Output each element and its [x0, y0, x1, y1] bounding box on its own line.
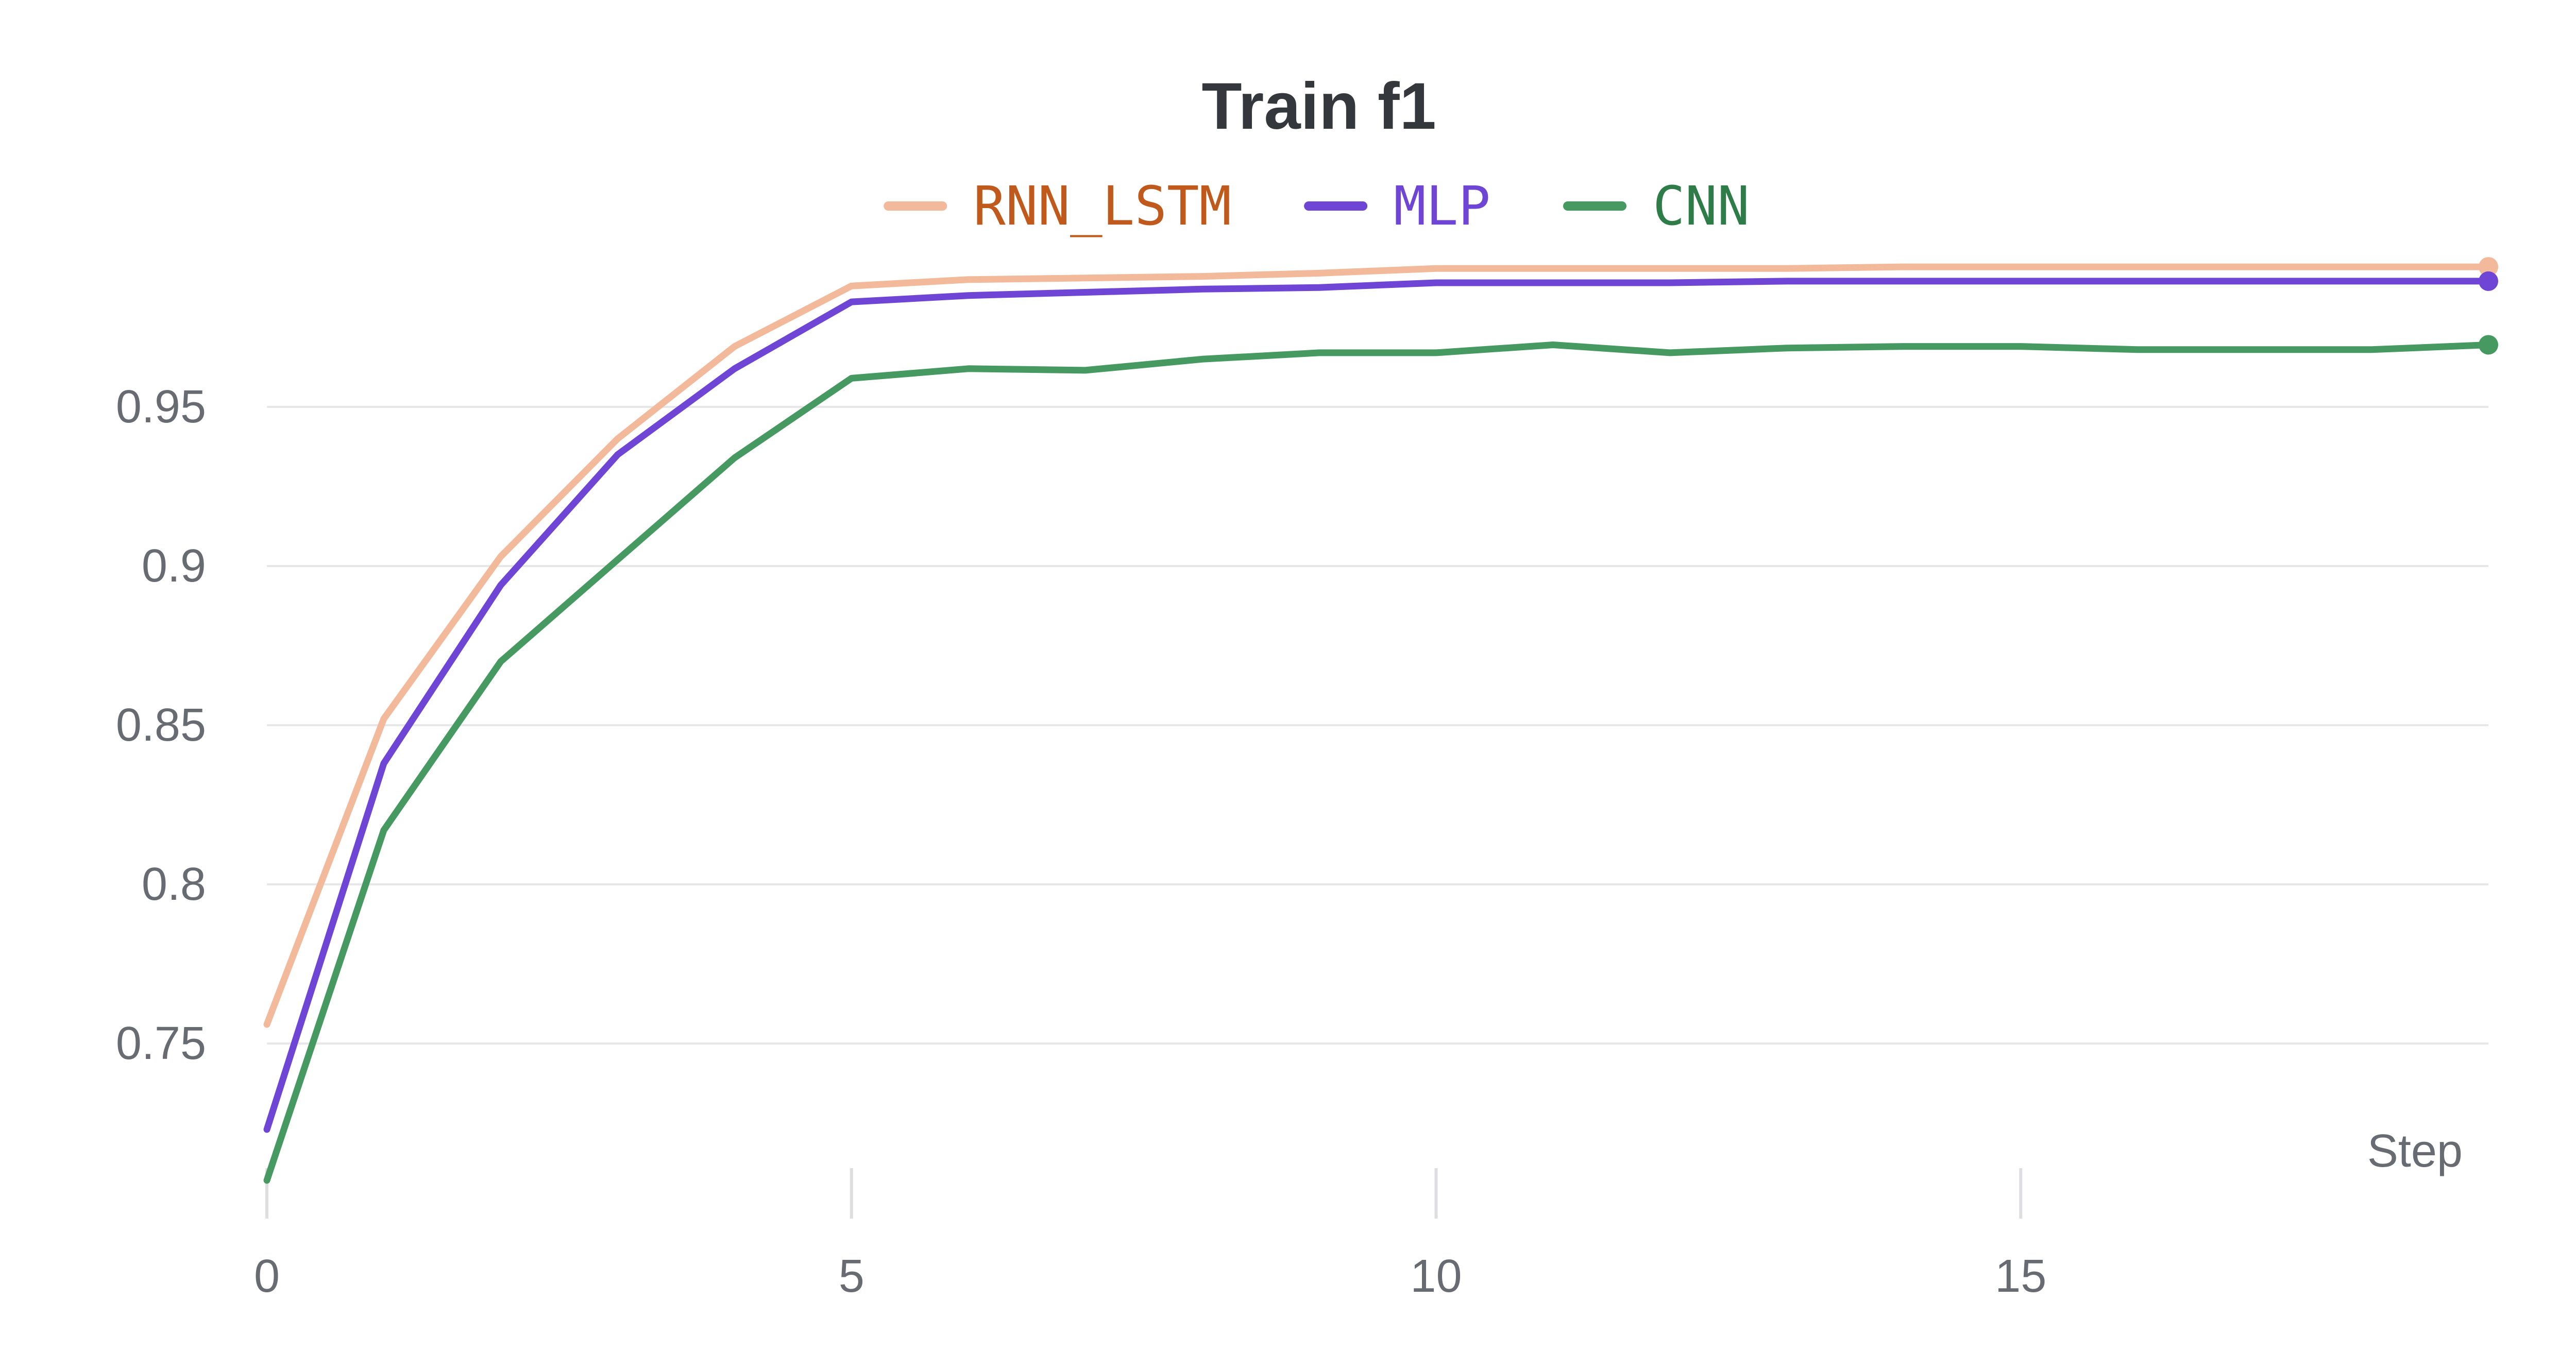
- legend-item-cnn: CNN: [1563, 175, 1750, 237]
- y-axis-tick-labels: 0.75 0.8 0.85 0.9 0.95: [116, 381, 206, 1069]
- series-mlp: [263, 271, 2498, 1133]
- legend-item-rnn-lstm: RNN_LSTM: [884, 175, 1231, 237]
- series-endpoint-cnn: [2479, 335, 2498, 355]
- series-line-rnn-lstm: [263, 263, 2492, 1028]
- x-tick-label: 5: [839, 1251, 865, 1302]
- x-tick-label: 0: [254, 1251, 280, 1302]
- gridlines: [267, 406, 2488, 1045]
- x-tick-label: 15: [1995, 1251, 2046, 1302]
- x-tick-label: 10: [1410, 1251, 1462, 1302]
- y-tick-label: 0.85: [116, 699, 206, 751]
- y-tick-label: 0.75: [116, 1018, 206, 1069]
- chart-title: Train f1: [1201, 70, 1436, 143]
- series-line-mlp: [263, 278, 2492, 1133]
- legend-label: CNN: [1653, 175, 1750, 237]
- series-cnn: [263, 335, 2498, 1184]
- series-lines: [263, 257, 2498, 1184]
- legend-item-mlp: MLP: [1304, 175, 1490, 237]
- legend-label: RNN_LSTM: [973, 175, 1231, 237]
- y-tick-label: 0.9: [142, 540, 206, 592]
- series-line-cnn: [263, 341, 2492, 1184]
- series-endpoint-mlp: [2479, 271, 2498, 291]
- series-rnn-lstm: [263, 257, 2498, 1028]
- y-tick-label: 0.95: [116, 381, 206, 433]
- series-endpoint-rnn-lstm: [2479, 257, 2498, 277]
- x-axis-ticks: 0 5 10 15: [254, 1168, 2046, 1302]
- legend-label: MLP: [1394, 175, 1490, 237]
- x-axis-title: Step: [2367, 1125, 2463, 1177]
- legend: RNN_LSTM MLP CNN: [884, 175, 1750, 237]
- y-tick-label: 0.8: [142, 859, 206, 910]
